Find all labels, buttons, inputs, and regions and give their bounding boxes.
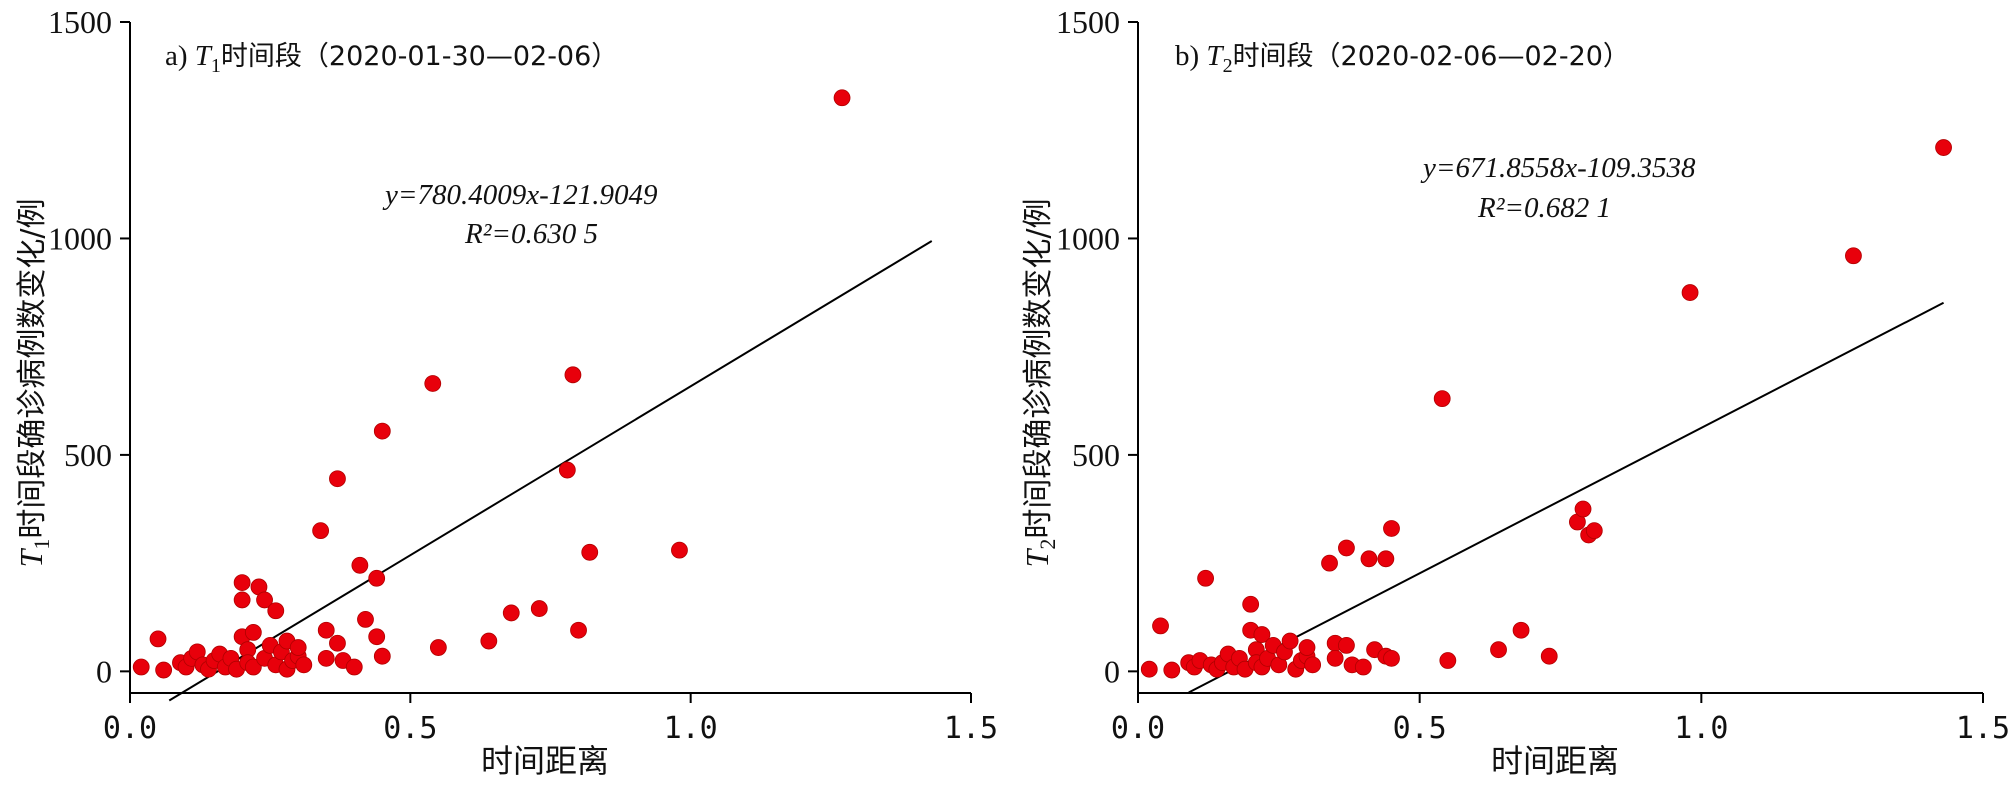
panel-b-data-point bbox=[1140, 660, 1158, 678]
panel-a-data-point bbox=[132, 658, 150, 676]
panel-a-data-point bbox=[256, 591, 273, 609]
panel-a-regression-line bbox=[168, 240, 933, 702]
panel-b-y-tick-label: 500 bbox=[1072, 437, 1120, 473]
panel-a-title: a) T1时间段（2020-01-30—02-06） bbox=[165, 40, 618, 77]
panel-b-data-point bbox=[1585, 522, 1603, 540]
panel-a-data-point bbox=[357, 611, 374, 628]
panel-b-data-point bbox=[1377, 550, 1395, 568]
panel-a-data-point bbox=[373, 647, 391, 665]
panel-b: 0.0 0.5 1.0 1.5 0 500 1000 1500 b) T2时间段（2020-0… bbox=[1019, 4, 2008, 780]
panel-a-y-label: T1时间段确诊病例数变化/例 bbox=[13, 199, 54, 568]
panel-a-data-point bbox=[564, 366, 582, 384]
panel-a-data-point bbox=[368, 569, 386, 587]
panel-b-data-point bbox=[1253, 626, 1271, 643]
panel-a-data-point bbox=[155, 661, 173, 679]
panel-b-regression-line bbox=[1188, 301, 1945, 694]
panel-b-data-point bbox=[1242, 595, 1260, 613]
panel-a-y-tick-label: 1000 bbox=[48, 220, 112, 256]
panel-a-data-point bbox=[373, 422, 391, 440]
panel-a-marks: 0.0 0.5 1.0 1.5 0 500 1000 1500 bbox=[48, 4, 998, 746]
panel-b-data-point bbox=[1163, 661, 1181, 679]
panel-a-data-point bbox=[480, 632, 498, 650]
panel-b-data-point bbox=[1540, 647, 1558, 665]
panel-b-data-point bbox=[1490, 641, 1507, 659]
panel-b-data-point bbox=[1439, 652, 1457, 669]
panel-b-data-point bbox=[1574, 500, 1592, 518]
panel-b-y-tick-label: 1500 bbox=[1056, 4, 1120, 40]
panel-b-equation: y=671.8558x-109.3538 bbox=[1420, 152, 1696, 184]
panel-b-x-label: 时间距离 bbox=[1491, 742, 1619, 780]
panel-a-data-point bbox=[502, 604, 520, 622]
panel-b-data-point bbox=[1338, 539, 1355, 557]
panel-a-y-tick-label: 0 bbox=[96, 653, 112, 689]
panel-b-title: b) T2时间段（2020-02-06—02-20） bbox=[1175, 40, 1630, 77]
panel-b-x-tick-label: 0.5 bbox=[1393, 711, 1447, 746]
panel-b-y-label: T2时间段确诊病例数变化/例 bbox=[1019, 199, 1060, 568]
panel-b-data-point bbox=[1321, 554, 1338, 572]
panel-b-data-point bbox=[1681, 284, 1699, 301]
panel-a-x-tick-label: 1.5 bbox=[944, 711, 998, 746]
panel-b-data-point bbox=[1152, 617, 1169, 635]
panel-a-data-point bbox=[244, 623, 262, 641]
panel-a-data-point bbox=[833, 89, 851, 107]
panel-a-x-tick-label: 1.0 bbox=[664, 711, 718, 746]
panel-b-data-point bbox=[1304, 656, 1322, 674]
panel-a-data-point bbox=[329, 634, 346, 652]
panel-b-data-point bbox=[1298, 639, 1316, 656]
panel-b-data-point bbox=[1512, 621, 1530, 639]
panel-a-data-point bbox=[345, 658, 363, 676]
panel-a-equation: y=780.4009x-121.9049 bbox=[382, 179, 658, 211]
panel-b-r2: R²=0.682 1 bbox=[1477, 192, 1611, 224]
panel-a-data-point bbox=[233, 574, 251, 592]
panel-b-data-point bbox=[1845, 247, 1862, 265]
panel-a-data-point bbox=[671, 541, 688, 559]
panel-a-axes bbox=[129, 22, 971, 694]
panel-a-data-point bbox=[267, 602, 285, 620]
panel-a-x-tick-label: 0.0 bbox=[103, 711, 157, 746]
panel-b-y-tick-label: 1000 bbox=[1056, 220, 1120, 256]
panel-a-data-point bbox=[149, 630, 167, 648]
panel-b-axes bbox=[1137, 22, 1983, 694]
panel-b-data-point bbox=[1338, 636, 1355, 654]
panel-b-x-tick-label: 1.0 bbox=[1674, 711, 1728, 746]
panel-b-marks: 0.0 0.5 1.0 1.5 0 500 1000 1500 bbox=[1056, 4, 2008, 746]
panel-b-data-point bbox=[1433, 390, 1451, 408]
panel-a-data-point bbox=[329, 470, 346, 488]
panel-a-data-point bbox=[312, 522, 330, 540]
panel-a-data-point bbox=[581, 543, 599, 561]
panel-a-data-point bbox=[368, 628, 386, 646]
panel-a-y-tick-label: 1500 bbox=[48, 4, 112, 40]
panel-a-data-point bbox=[233, 591, 251, 609]
panel-b-data-point bbox=[1281, 632, 1299, 650]
panel-a-y-tick-label: 500 bbox=[64, 437, 112, 473]
panel-a-data-point bbox=[244, 658, 262, 676]
panel-a-data-point bbox=[289, 639, 307, 656]
panel-b-y-tick-label: 0 bbox=[1104, 653, 1120, 689]
panel-b-x-tick-label: 0.0 bbox=[1111, 711, 1165, 746]
panel-b-data-point bbox=[1383, 520, 1400, 537]
panel-b-data-point bbox=[1360, 550, 1378, 568]
panel-b-data-point bbox=[1383, 649, 1400, 667]
panel-a: 0.0 0.5 1.0 1.5 0 500 1000 1500 a) T1时间段（2020-0… bbox=[13, 4, 998, 780]
panel-a-data-point bbox=[317, 649, 335, 667]
panel-b-data-point bbox=[1354, 658, 1372, 676]
panel-a-data-point bbox=[317, 621, 335, 639]
panel-b-data-point bbox=[1326, 649, 1344, 667]
panel-b-x-tick-label: 1.5 bbox=[1956, 711, 2008, 746]
panel-a-x-label: 时间距离 bbox=[481, 742, 609, 780]
panel-b-data-point bbox=[1935, 139, 1952, 156]
panel-a-x-tick-label: 0.5 bbox=[383, 711, 437, 746]
panel-a-data-point bbox=[429, 639, 447, 656]
panel-a-data-point bbox=[558, 461, 576, 479]
panel-a-data-point bbox=[295, 656, 313, 674]
panel-a-data-point bbox=[424, 375, 442, 392]
panel-a-r2: R²=0.630 5 bbox=[464, 218, 598, 250]
panel-b-data-point bbox=[1197, 569, 1214, 587]
panel-a-data-point bbox=[530, 600, 548, 617]
panel-a-data-point bbox=[351, 556, 369, 574]
panel-a-data-point bbox=[570, 621, 587, 639]
